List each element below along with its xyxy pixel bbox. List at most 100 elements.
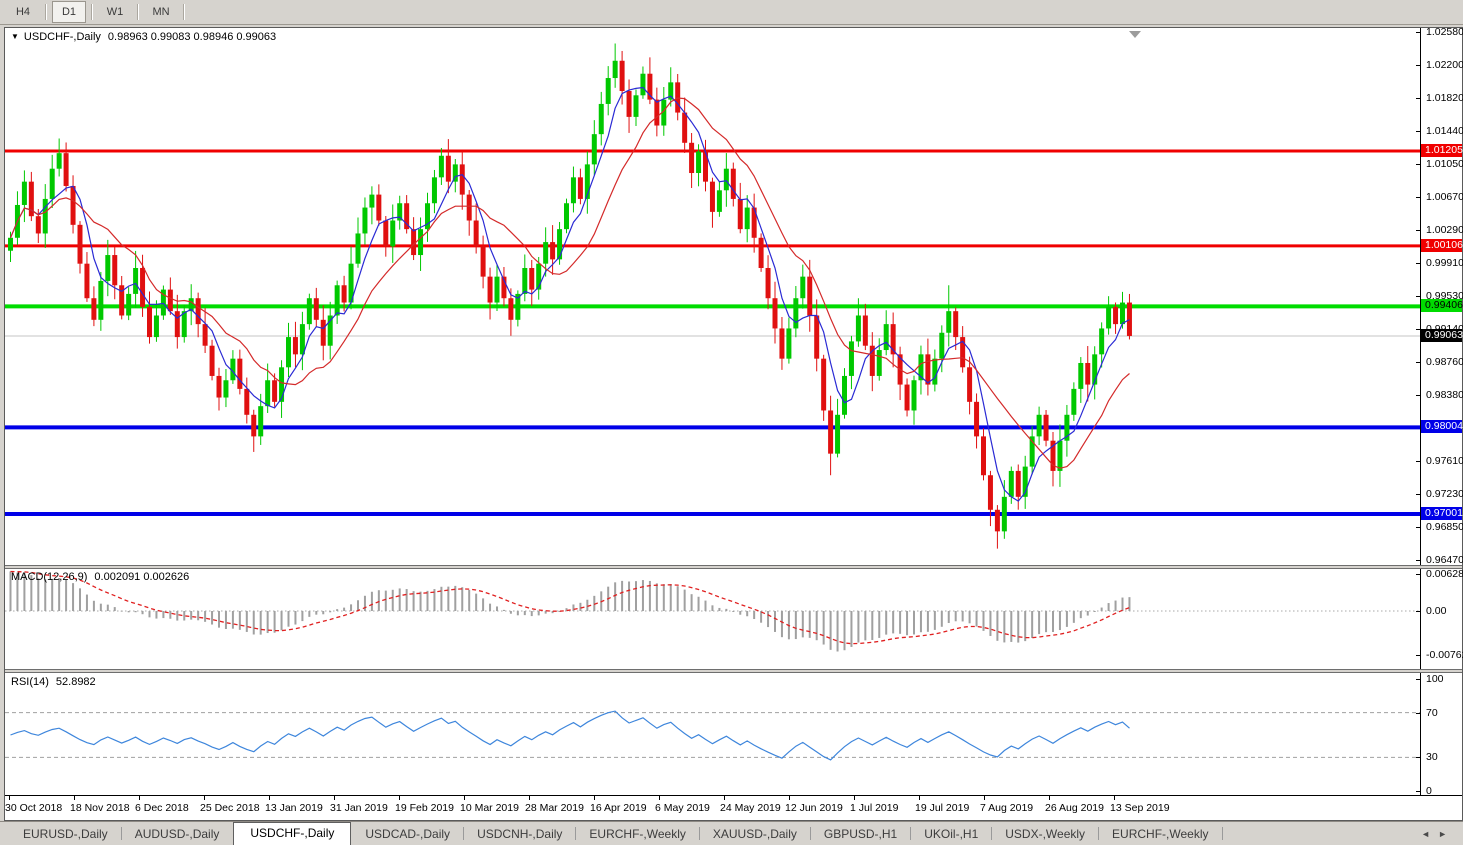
price-level-badge: 0.97001 — [1421, 507, 1463, 520]
axis-tick-mark — [1416, 527, 1421, 528]
timeframe-button-mn[interactable]: MN — [152, 6, 170, 18]
macd-values: 0.002091 0.002626 — [94, 571, 190, 583]
date-tick-mark — [789, 796, 790, 800]
axis-tick-mark — [1416, 461, 1421, 462]
axis-tick-mark — [1416, 395, 1421, 396]
price-chart-panel[interactable]: ▼ USDCHF-,Daily 0.98963 0.99083 0.98946 0.… — [5, 28, 1462, 565]
axis-tick-label: 0.00 — [1426, 605, 1447, 617]
axis-tick-mark — [1416, 296, 1421, 297]
symbol-tab-eurchf[interactable]: EURCHF-,Weekly — [1112, 827, 1209, 841]
axis-tick-label: 30 — [1426, 751, 1438, 763]
symbol-tab-ukoil[interactable]: UKOil-,H1 — [924, 827, 979, 841]
axis-tick-label: 0.99910 — [1426, 257, 1463, 269]
rsi-title: RSI(14) 52.8982 — [11, 676, 96, 688]
macd-signal-line — [10, 570, 1130, 645]
tab-separator — [463, 827, 465, 840]
chart-symbol-label: USDCHF-,Daily — [23, 31, 101, 43]
date-tick-label: 13 Jan 2019 — [265, 802, 323, 814]
macd-panel[interactable]: MACD(12,26,9) 0.002091 0.002626 — [5, 569, 1462, 669]
date-tick-label: 7 Aug 2019 — [980, 802, 1034, 814]
candles-group — [8, 43, 1132, 549]
timeframe-button-h4[interactable]: H4 — [15, 6, 31, 18]
candlestick-chart[interactable] — [5, 28, 1420, 565]
date-tick-label: 16 Apr 2019 — [590, 802, 647, 814]
axis-tick-mark — [1416, 574, 1421, 575]
price-level-badge: 0.99406 — [1421, 299, 1463, 312]
price-axis[interactable]: 1.02580 1.02200 1.01820 1.01440 1.01050 1.006… — [1416, 26, 1463, 797]
timeframe-button-w1[interactable]: W1 — [106, 6, 124, 18]
tab-separator — [575, 827, 577, 840]
axis-tick-label: 0.006286 — [1426, 568, 1463, 580]
axis-tick-label: -0.00762 — [1426, 649, 1463, 661]
chart-title: ▼ USDCHF-,Daily 0.98963 0.99083 0.98946 0.… — [11, 31, 276, 43]
collapse-arrow-icon[interactable]: ▼ — [11, 32, 19, 41]
rsi-chart[interactable] — [5, 673, 1420, 795]
axis-tick-label: 100 — [1426, 673, 1444, 685]
symbol-tab-usdx[interactable]: USDX-,Weekly — [1005, 827, 1086, 841]
date-tick-mark — [74, 796, 75, 800]
axis-tick-mark — [1416, 263, 1421, 264]
axis-tick-mark — [1416, 98, 1421, 99]
axis-tick-label: 1.00290 — [1426, 224, 1463, 236]
toolbar-separator — [183, 4, 185, 20]
rsi-panel[interactable]: RSI(14) 52.8982 — [5, 673, 1462, 795]
panel-splitter[interactable] — [5, 565, 1462, 569]
timeframe-button-d1[interactable]: D1 — [52, 1, 86, 23]
date-tick-label: 19 Feb 2019 — [395, 802, 454, 814]
rsi-label: RSI(14) — [11, 676, 49, 688]
tab-separator — [1221, 827, 1223, 840]
symbol-tab-gbpusd[interactable]: GBPUSD-,H1 — [823, 827, 898, 841]
axis-tick-label: 70 — [1426, 707, 1438, 719]
rsi-line — [10, 710, 1130, 761]
axis-tick-mark — [1416, 32, 1421, 33]
axis-tick-mark — [1416, 611, 1421, 612]
tab-scroll-left-icon[interactable]: ◄ — [1421, 829, 1439, 839]
tab-separator — [120, 827, 122, 840]
date-tick-label: 6 Dec 2018 — [135, 802, 189, 814]
tab-separator — [809, 827, 811, 840]
panel-splitter[interactable] — [5, 669, 1462, 673]
date-tick-mark — [1049, 796, 1050, 800]
price-level-badge: 0.99063 — [1421, 329, 1463, 342]
axis-tick-mark — [1416, 230, 1421, 231]
date-tick-mark — [724, 796, 725, 800]
symbol-tab-usdcad[interactable]: USDCAD-,Daily — [365, 827, 451, 841]
axis-tick-label: 0.96470 — [1426, 554, 1463, 566]
date-tick-mark — [139, 796, 140, 800]
timeframe-buttons: H4 D1 W1 MN — [5, 1, 179, 23]
axis-tick-label: 0.96850 — [1426, 521, 1463, 533]
axis-tick-label: 0.98380 — [1426, 389, 1463, 401]
symbol-tab-usdcnh[interactable]: USDCNH-,Daily — [477, 827, 563, 841]
date-tick-mark — [399, 796, 400, 800]
axis-tick-mark — [1416, 164, 1421, 165]
axis-tick-mark — [1416, 791, 1421, 792]
symbol-tab-eurchf[interactable]: EURCHF-,Weekly — [589, 827, 686, 841]
toolbar-separator — [137, 4, 139, 20]
chart-shift-marker-icon — [1129, 31, 1141, 38]
axis-tick-mark — [1416, 329, 1421, 330]
axis-tick-label: 0.97610 — [1426, 455, 1463, 467]
date-tick-mark — [659, 796, 660, 800]
toolbar-separator — [91, 4, 93, 20]
axis-tick-mark — [1416, 757, 1421, 758]
tab-scroll-right-icon[interactable]: ► — [1438, 829, 1455, 839]
symbol-tab-xauusd[interactable]: XAUUSD-,Daily — [712, 827, 797, 841]
date-tick-mark — [594, 796, 595, 800]
axis-tick-mark — [1416, 713, 1421, 714]
date-tick-label: 30 Oct 2018 — [5, 802, 63, 814]
toolbar-separator — [45, 4, 47, 20]
symbol-tab-eurusd[interactable]: EURUSD-,Daily — [23, 827, 108, 841]
macd-label: MACD(12,26,9) — [11, 571, 88, 583]
chart-window: ▼ USDCHF-,Daily 0.98963 0.99083 0.98946 0.… — [4, 26, 1463, 821]
date-tick-mark — [269, 796, 270, 800]
symbol-tab-usdchf[interactable]: USDCHF-,Daily — [233, 822, 352, 845]
date-tick-label: 19 Jul 2019 — [915, 802, 970, 814]
date-tick-label: 25 Dec 2018 — [200, 802, 260, 814]
symbol-tab-audusd[interactable]: AUDUSD-,Daily — [134, 827, 220, 841]
axis-tick-mark — [1416, 655, 1421, 656]
date-axis[interactable]: 30 Oct 2018 18 Nov 2018 6 Dec 2018 25 Dec 2… — [5, 795, 1462, 820]
date-tick-label: 1 Jul 2019 — [850, 802, 899, 814]
date-tick-mark — [1114, 796, 1115, 800]
macd-chart[interactable] — [5, 569, 1420, 669]
date-tick-mark — [9, 796, 10, 800]
